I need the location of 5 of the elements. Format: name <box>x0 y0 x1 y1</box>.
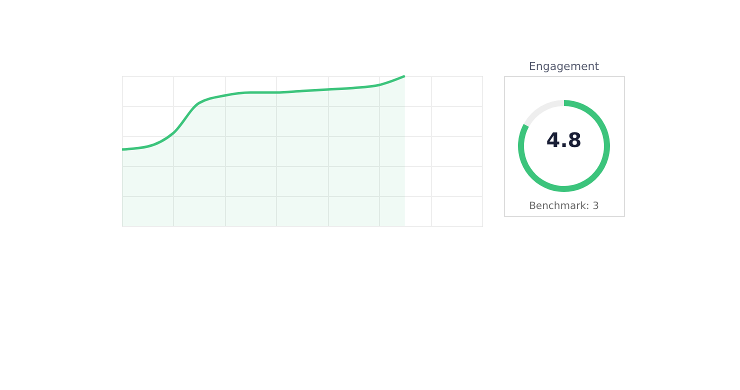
donut-slice <box>524 100 564 127</box>
text: 4.8 <box>546 128 582 152</box>
text: Benchmark: 3 <box>529 201 599 212</box>
donut-slice <box>518 100 610 192</box>
chart-title: Engagement <box>528 60 600 73</box>
